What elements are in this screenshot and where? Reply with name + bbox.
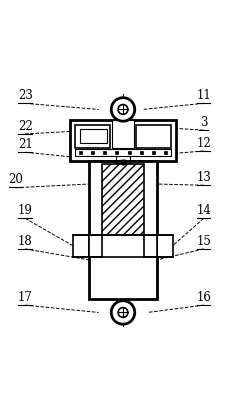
Bar	[75, 149, 171, 156]
Text: 21: 21	[18, 138, 32, 151]
Text: 17: 17	[18, 291, 32, 304]
Circle shape	[111, 98, 135, 121]
Circle shape	[111, 301, 135, 324]
Bar	[140, 151, 143, 154]
Bar	[80, 129, 107, 143]
Bar	[91, 151, 94, 154]
Text: 22: 22	[18, 120, 32, 133]
Bar	[115, 151, 118, 154]
Bar	[103, 151, 106, 154]
Bar	[102, 164, 144, 236]
Bar	[137, 125, 171, 148]
Bar	[89, 161, 157, 299]
Bar	[128, 151, 131, 154]
Text: 18: 18	[18, 235, 32, 248]
Circle shape	[118, 308, 128, 317]
Text: 13: 13	[196, 171, 211, 184]
Bar	[152, 151, 155, 154]
Text: 12: 12	[196, 137, 211, 150]
Bar	[164, 151, 167, 154]
Bar	[75, 125, 109, 148]
Bar	[89, 236, 102, 257]
Text: 3: 3	[200, 116, 207, 129]
Bar	[144, 236, 157, 257]
Text: 11: 11	[196, 89, 211, 102]
Circle shape	[118, 105, 128, 114]
Text: 19: 19	[18, 204, 32, 217]
Text: 23: 23	[18, 89, 32, 102]
Bar	[112, 121, 134, 148]
Bar	[70, 121, 176, 161]
Bar	[79, 151, 82, 154]
Bar	[157, 236, 173, 257]
Bar	[73, 236, 89, 257]
Text: 14: 14	[196, 204, 211, 217]
Text: 20: 20	[8, 173, 23, 186]
Text: 15: 15	[196, 235, 211, 248]
Text: 16: 16	[196, 291, 211, 304]
